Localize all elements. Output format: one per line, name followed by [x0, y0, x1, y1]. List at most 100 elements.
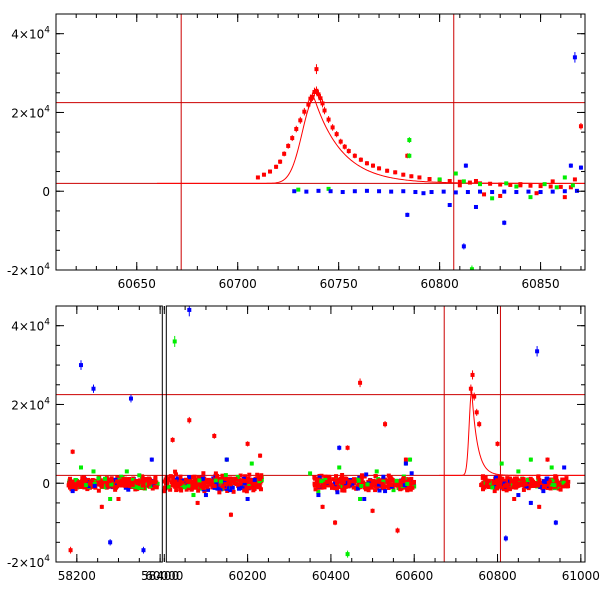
data-point — [514, 190, 519, 195]
data-point — [119, 483, 124, 488]
data-point — [202, 480, 207, 485]
data-point — [171, 478, 176, 483]
data-point — [548, 486, 553, 491]
data-point — [229, 485, 234, 490]
data-point — [78, 465, 83, 470]
data-point — [80, 476, 85, 481]
data-point — [209, 480, 214, 485]
data-point — [503, 486, 508, 491]
data-point — [429, 190, 434, 195]
data-point — [292, 189, 297, 194]
data-point — [99, 504, 104, 509]
data-point — [140, 483, 145, 488]
data-point — [316, 484, 321, 489]
data-point — [516, 493, 521, 498]
data-point — [468, 386, 473, 391]
data-point — [544, 476, 549, 481]
data-point — [556, 480, 561, 485]
data-point — [508, 182, 513, 187]
data-point — [461, 179, 466, 184]
data-point — [172, 339, 177, 344]
data-point — [558, 487, 563, 492]
data-point — [490, 190, 495, 195]
data-point — [536, 483, 541, 488]
data-point — [77, 481, 82, 486]
data-point — [494, 486, 499, 491]
axes-frame — [55, 305, 163, 563]
data-point — [173, 479, 178, 484]
data-point — [359, 476, 364, 481]
data-point — [393, 170, 398, 175]
data-point — [548, 184, 553, 189]
data-point — [352, 189, 357, 194]
data-point — [373, 474, 378, 479]
data-point — [482, 192, 487, 197]
data-point — [247, 472, 252, 477]
data-point — [187, 475, 192, 480]
data-point — [190, 482, 195, 487]
data-point — [257, 479, 262, 484]
data-point — [259, 473, 264, 478]
data-point — [363, 487, 368, 492]
data-point — [499, 461, 504, 466]
data-point — [367, 478, 372, 483]
data-point — [83, 485, 88, 490]
data-point — [401, 189, 406, 194]
data-point — [345, 552, 350, 557]
data-point — [441, 189, 446, 194]
data-point — [336, 485, 341, 490]
data-point — [507, 486, 512, 491]
data-point — [364, 472, 369, 477]
data-point — [255, 472, 260, 477]
data-point — [326, 483, 331, 488]
data-point — [108, 496, 113, 501]
data-point — [355, 486, 360, 491]
data-point — [148, 483, 153, 488]
data-point — [503, 478, 508, 483]
data-point — [282, 151, 287, 156]
data-point — [261, 172, 266, 177]
data-point — [258, 453, 263, 458]
data-point — [215, 486, 220, 491]
data-point — [536, 474, 541, 479]
data-point — [99, 483, 104, 488]
data-point — [401, 172, 406, 177]
data-point — [543, 480, 548, 485]
data-point — [370, 163, 375, 168]
x-tick-label: 60000 — [145, 569, 183, 583]
data-point — [566, 479, 571, 484]
data-point — [437, 177, 442, 182]
data-point — [182, 485, 187, 490]
data-point — [212, 484, 217, 489]
data-point — [421, 191, 426, 196]
data-point — [152, 485, 157, 490]
data-point — [91, 386, 96, 391]
data-point — [340, 488, 345, 493]
data-point — [107, 479, 112, 484]
data-point — [70, 485, 75, 490]
data-point — [96, 476, 101, 481]
data-point — [125, 480, 130, 485]
data-point — [140, 476, 145, 481]
x-tick-label: 60800 — [421, 277, 459, 291]
data-point — [191, 479, 196, 484]
data-point — [362, 474, 367, 479]
data-point — [493, 475, 498, 480]
data-point — [528, 195, 533, 200]
x-tick-label: 60700 — [219, 277, 257, 291]
data-point — [219, 476, 224, 481]
data-point — [206, 479, 211, 484]
data-point — [350, 483, 355, 488]
data-point — [578, 165, 583, 170]
data-point — [388, 476, 393, 481]
data-point — [523, 479, 528, 484]
data-point — [227, 484, 232, 489]
data-point — [502, 189, 507, 194]
data-point — [520, 476, 525, 481]
data-point — [453, 190, 458, 195]
data-point — [87, 481, 92, 486]
data-point — [480, 474, 485, 479]
data-point — [316, 188, 321, 193]
data-point — [402, 483, 407, 488]
data-point — [525, 477, 530, 482]
